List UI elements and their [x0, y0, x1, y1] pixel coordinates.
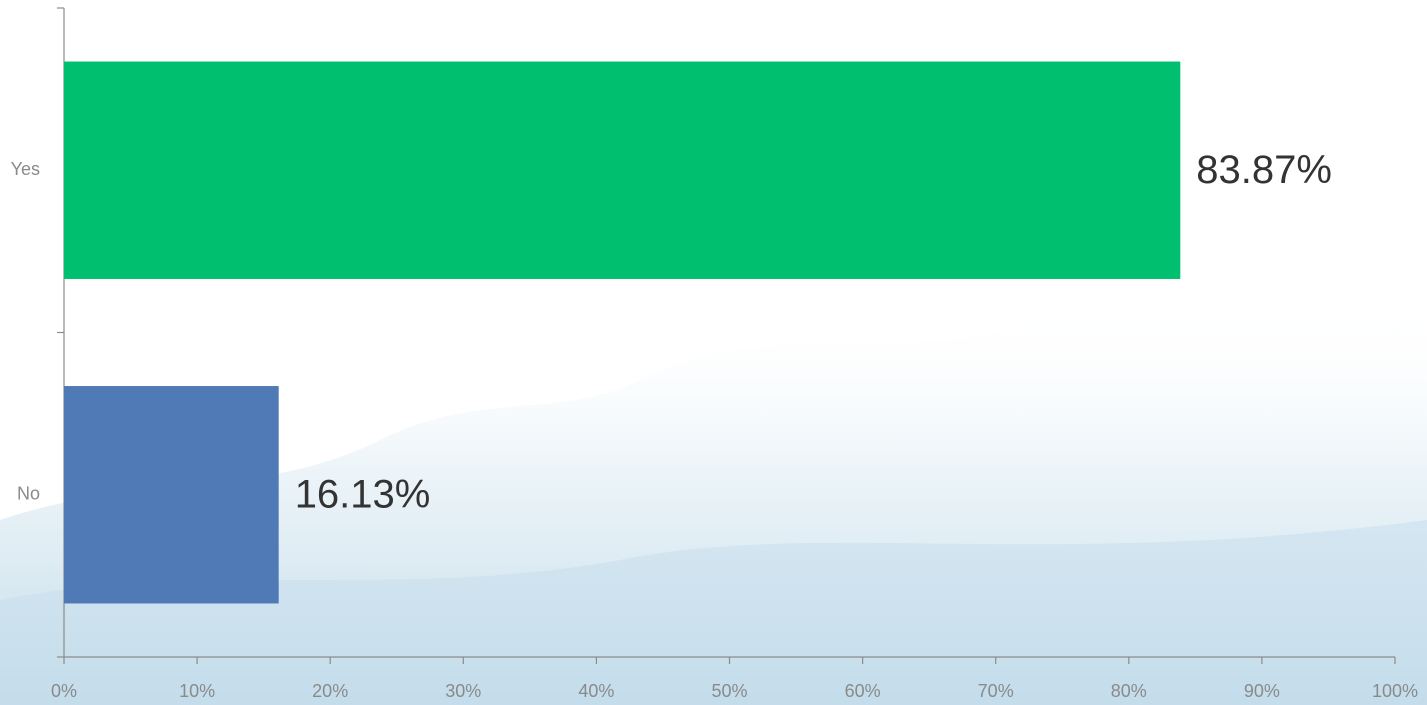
x-tick-label: 10% — [179, 681, 215, 701]
x-tick-label: 90% — [1244, 681, 1280, 701]
value-label: 16.13% — [295, 472, 431, 516]
x-tick-label: 30% — [445, 681, 481, 701]
x-tick-label: 80% — [1111, 681, 1147, 701]
x-tick-label: 100% — [1372, 681, 1418, 701]
value-label: 83.87% — [1196, 148, 1332, 192]
x-tick-label: 20% — [312, 681, 348, 701]
category-label: Yes — [11, 159, 40, 179]
chart: 0% 10% 20% 30% 40% 50% 60% 70% 80% 90% 100% Yes 83.8… — [0, 0, 1427, 705]
x-tick-label: 0% — [51, 681, 77, 701]
x-tick-label: 70% — [978, 681, 1014, 701]
x-tick-label: 40% — [578, 681, 614, 701]
x-tick-label: 50% — [711, 681, 747, 701]
bar — [64, 62, 1180, 279]
category-label: No — [17, 484, 40, 504]
page: {"chart_data": {"type": "hbar", "categor… — [0, 0, 1427, 705]
x-tick-label: 60% — [845, 681, 881, 701]
bar — [64, 386, 279, 603]
